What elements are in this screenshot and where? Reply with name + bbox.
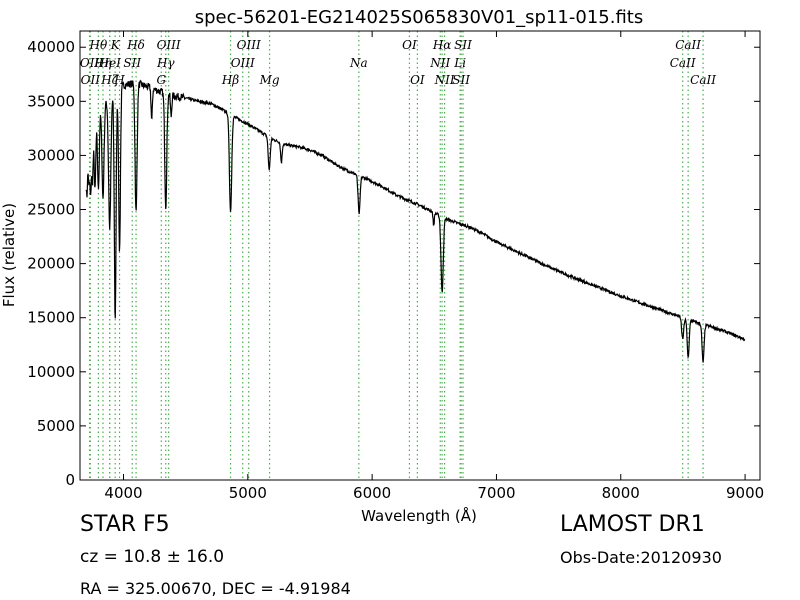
line-label: Hζ xyxy=(100,73,119,87)
y-tick-label: 40000 xyxy=(27,38,75,56)
line-label: CaII xyxy=(675,38,701,52)
y-tick-label: 15000 xyxy=(27,309,75,327)
x-axis-ticks: 4000 5000 6000 7000 8000 9000 xyxy=(104,31,764,502)
object-class: STAR F5 xyxy=(80,512,170,537)
plot-frame xyxy=(79,30,761,481)
line-label: SII xyxy=(454,38,472,52)
line-label: Hδ xyxy=(126,38,145,52)
line-label: OIII xyxy=(237,38,261,52)
x-tick-label: 5000 xyxy=(229,484,267,502)
line-label: Hα xyxy=(432,38,452,52)
line-label: Hβ xyxy=(221,73,239,87)
line-label: SII xyxy=(452,73,470,87)
y-tick-label: 35000 xyxy=(27,92,75,110)
observation-date: Obs-Date:20120930 xyxy=(560,548,722,567)
y-tick-label: 25000 xyxy=(27,201,75,219)
x-tick-label: 9000 xyxy=(726,484,764,502)
line-label: Li xyxy=(453,56,466,70)
line-label: CaII xyxy=(670,56,696,70)
chart-title: spec-56201-EG214025S065830V01_sp11-015.f… xyxy=(195,7,643,28)
y-tick-label: 5000 xyxy=(37,417,75,435)
y-axis-ticks: 0 5000 10000 15000 20000 25000 30000 35000 40000 xyxy=(27,38,760,489)
survey-name: LAMOST DR1 xyxy=(560,512,705,537)
y-axis-label: Flux (relative) xyxy=(0,203,18,307)
x-tick-label: 7000 xyxy=(477,484,515,502)
y-tick-label: 30000 xyxy=(27,146,75,164)
line-label: CaII xyxy=(690,73,716,87)
y-tick-label: 10000 xyxy=(27,363,75,381)
line-markers xyxy=(88,31,704,480)
line-label: OIII xyxy=(157,38,181,52)
x-tick-label: 8000 xyxy=(602,484,640,502)
line-label: HeI xyxy=(98,56,122,70)
redshift-cz: cz = 10.8 ± 16.0 xyxy=(80,547,225,567)
spectrum-line xyxy=(85,79,746,363)
line-label: Hθ xyxy=(89,38,108,52)
x-axis-label: Wavelength (Å) xyxy=(361,506,477,525)
line-label: SII xyxy=(123,56,141,70)
line-label: OII xyxy=(80,56,100,70)
line-label: Mg xyxy=(259,73,280,87)
y-tick-label: 20000 xyxy=(27,255,75,273)
line-label: OIII xyxy=(231,56,255,70)
line-label: NII xyxy=(434,73,455,87)
line-label: K xyxy=(110,38,121,52)
line-label: Hγ xyxy=(156,56,175,70)
line-label: OI xyxy=(402,38,417,52)
line-label: OII xyxy=(81,73,101,87)
line-label: Na xyxy=(349,56,368,70)
line-label: OI xyxy=(410,73,425,87)
x-tick-label: 4000 xyxy=(104,484,142,502)
line-label: NII xyxy=(429,56,450,70)
line-label: Hη xyxy=(93,56,112,70)
y-tick-label: 0 xyxy=(65,471,75,489)
x-tick-label: 6000 xyxy=(353,484,391,502)
ra-dec: RA = 325.00670, DEC = -4.91984 xyxy=(80,579,351,598)
line-label: G xyxy=(157,73,167,87)
